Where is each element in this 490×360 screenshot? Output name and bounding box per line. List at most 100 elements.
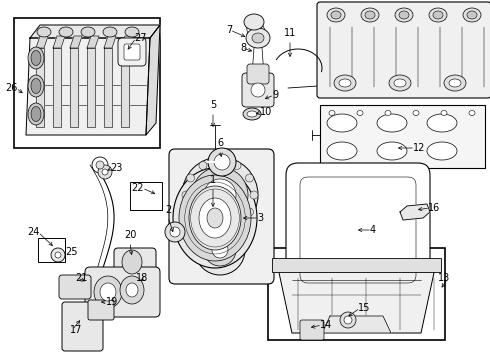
FancyBboxPatch shape: [88, 300, 114, 320]
Text: 17: 17: [70, 325, 82, 335]
Text: 7: 7: [226, 25, 232, 35]
Ellipse shape: [233, 220, 241, 229]
Ellipse shape: [413, 111, 419, 116]
Ellipse shape: [122, 250, 142, 274]
Text: 22: 22: [131, 183, 144, 193]
Text: 26: 26: [5, 83, 18, 93]
Text: 12: 12: [413, 143, 425, 153]
FancyBboxPatch shape: [317, 2, 490, 98]
Ellipse shape: [170, 227, 180, 237]
Bar: [38, 238, 65, 262]
Ellipse shape: [31, 107, 41, 122]
FancyBboxPatch shape: [59, 275, 91, 299]
Polygon shape: [30, 25, 160, 38]
Polygon shape: [36, 48, 44, 127]
FancyBboxPatch shape: [124, 44, 140, 60]
Text: 25: 25: [65, 247, 77, 257]
Ellipse shape: [357, 111, 363, 116]
Ellipse shape: [429, 8, 447, 22]
FancyBboxPatch shape: [300, 320, 324, 340]
Ellipse shape: [245, 208, 253, 216]
Ellipse shape: [327, 8, 345, 22]
Text: 23: 23: [110, 163, 122, 173]
Ellipse shape: [427, 142, 457, 160]
Polygon shape: [104, 48, 112, 127]
Ellipse shape: [327, 114, 357, 132]
Polygon shape: [87, 48, 95, 127]
FancyBboxPatch shape: [118, 38, 146, 66]
FancyBboxPatch shape: [114, 248, 156, 286]
Ellipse shape: [463, 8, 481, 22]
Ellipse shape: [102, 169, 108, 175]
Text: 9: 9: [272, 90, 278, 100]
Ellipse shape: [444, 75, 466, 91]
Ellipse shape: [244, 14, 264, 30]
Ellipse shape: [31, 50, 41, 66]
Bar: [268, 248, 445, 340]
FancyBboxPatch shape: [247, 64, 269, 84]
Ellipse shape: [94, 276, 122, 308]
Text: 15: 15: [358, 303, 370, 313]
Ellipse shape: [399, 11, 409, 19]
Ellipse shape: [98, 165, 112, 179]
Ellipse shape: [334, 75, 356, 91]
Ellipse shape: [204, 179, 236, 211]
Polygon shape: [70, 36, 82, 48]
Ellipse shape: [51, 248, 65, 262]
Ellipse shape: [28, 47, 44, 69]
Ellipse shape: [208, 148, 236, 176]
Ellipse shape: [81, 27, 95, 37]
Ellipse shape: [329, 111, 335, 116]
Ellipse shape: [92, 157, 108, 173]
Text: 8: 8: [240, 43, 246, 53]
Ellipse shape: [187, 208, 195, 216]
Ellipse shape: [377, 114, 407, 132]
Ellipse shape: [103, 27, 117, 37]
Text: 19: 19: [106, 297, 118, 307]
Ellipse shape: [216, 157, 224, 165]
Ellipse shape: [195, 225, 245, 275]
Ellipse shape: [377, 142, 407, 160]
Text: 13: 13: [438, 273, 450, 283]
Text: 21: 21: [75, 273, 87, 283]
Ellipse shape: [100, 283, 116, 301]
Ellipse shape: [96, 161, 104, 169]
Ellipse shape: [394, 79, 406, 87]
Ellipse shape: [340, 312, 356, 328]
Text: 27: 27: [134, 33, 147, 43]
Text: 20: 20: [124, 230, 136, 240]
Ellipse shape: [126, 283, 138, 297]
Ellipse shape: [216, 225, 224, 233]
Bar: [14, 18, 160, 148]
Text: 2: 2: [165, 205, 171, 215]
Ellipse shape: [37, 27, 51, 37]
Ellipse shape: [179, 175, 251, 261]
FancyBboxPatch shape: [62, 302, 103, 351]
Text: 3: 3: [257, 213, 263, 223]
Ellipse shape: [28, 75, 44, 97]
Text: 6: 6: [217, 138, 223, 148]
Ellipse shape: [395, 8, 413, 22]
Ellipse shape: [245, 174, 253, 182]
Ellipse shape: [385, 111, 391, 116]
Bar: [272, 258, 441, 272]
Ellipse shape: [441, 111, 447, 116]
Text: 4: 4: [370, 225, 376, 235]
Ellipse shape: [449, 79, 461, 87]
Polygon shape: [400, 204, 430, 220]
Polygon shape: [53, 36, 65, 48]
Ellipse shape: [207, 208, 223, 228]
Ellipse shape: [212, 242, 228, 258]
Bar: [130, 182, 162, 210]
Ellipse shape: [165, 222, 185, 242]
Ellipse shape: [331, 11, 341, 19]
Ellipse shape: [55, 252, 61, 258]
Ellipse shape: [233, 162, 241, 170]
Ellipse shape: [125, 27, 139, 37]
Ellipse shape: [182, 157, 258, 233]
Polygon shape: [70, 48, 78, 127]
Ellipse shape: [31, 78, 41, 94]
Ellipse shape: [199, 198, 231, 238]
Text: 14: 14: [320, 320, 332, 330]
Ellipse shape: [187, 174, 195, 182]
